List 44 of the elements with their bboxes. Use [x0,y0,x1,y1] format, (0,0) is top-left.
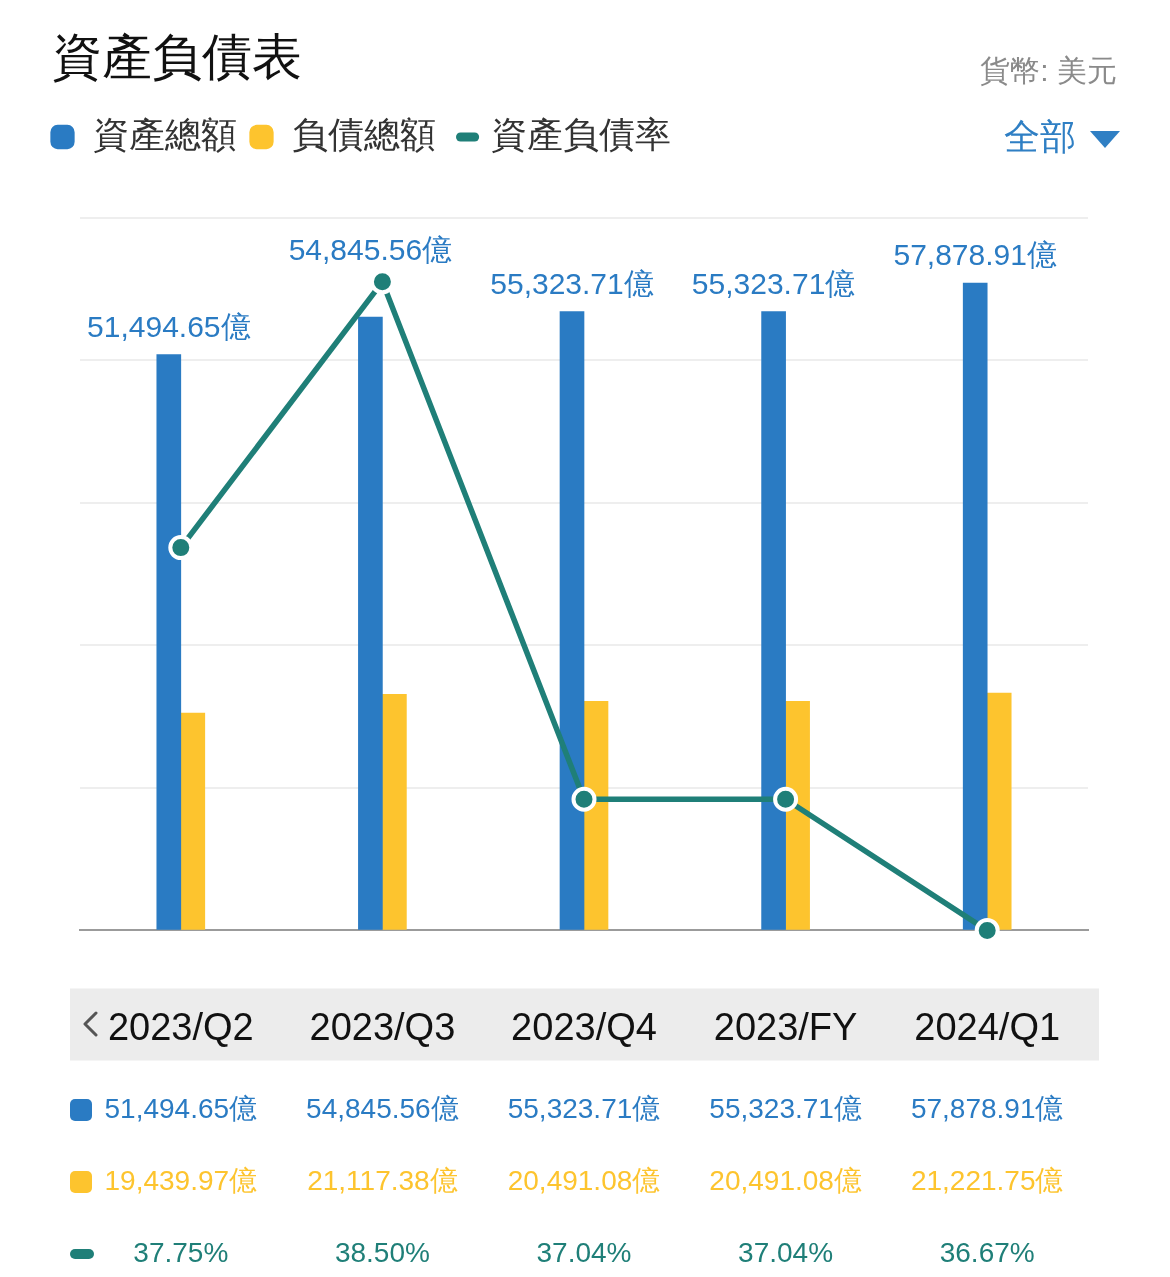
annotation: 55,323.71億 [490,266,654,300]
data-label: 57,878.91億 [910,1093,1064,1125]
annotation: 51,494.65億 [87,309,251,343]
annotation: 55,323.71億 [691,266,856,300]
x-tick-label: 2023/Q2 [107,1005,254,1048]
data-label: 55,323.71億 [507,1093,661,1125]
data-label: 20,491.08億 [507,1165,661,1197]
bar [180,712,206,930]
chart-subtitle: 貨幣: 美元 [980,54,1117,88]
data-label: 20,491.08億 [709,1165,862,1197]
legend-label: 負債總額 [292,113,436,155]
data-label: 37.75% [133,1237,229,1269]
x-tick-label: 2024/Q1 [914,1005,1061,1048]
bar [382,693,407,930]
x-tick-label: 2023/Q3 [309,1005,456,1048]
bar [358,316,383,930]
data-label: 19,439.97億 [104,1165,258,1197]
bar [785,700,810,930]
data-label: 38.50% [334,1237,430,1269]
bar [986,692,1012,930]
annotation: 57,878.91億 [893,238,1057,272]
chart-title: 資產負債表 [52,28,302,85]
data-label: 37.04% [738,1237,834,1269]
legend-label: 資產負債率 [491,113,671,155]
data-label: 37.04% [536,1237,632,1269]
x-tick-label: 2023/FY [713,1005,858,1048]
legend-label: 資產總額 [93,113,237,155]
point [168,535,194,561]
point [773,786,799,812]
data-label: 54,845.56億 [306,1093,459,1125]
data-label: 21,117.38億 [307,1165,458,1197]
x-tick-label: 2023/Q4 [511,1005,657,1048]
point [571,786,597,812]
bar [559,311,585,930]
data-label: 36.67% [939,1237,1035,1269]
bar [761,311,786,930]
bar [962,282,988,930]
data-label: 51,494.65億 [104,1093,258,1125]
bar [156,354,182,930]
annotation: 54,845.56億 [288,232,453,266]
data-label: 55,323.71億 [709,1093,862,1125]
text: 全部 [1004,115,1076,157]
bar [583,700,609,930]
data-label: 21,221.75億 [910,1165,1064,1197]
